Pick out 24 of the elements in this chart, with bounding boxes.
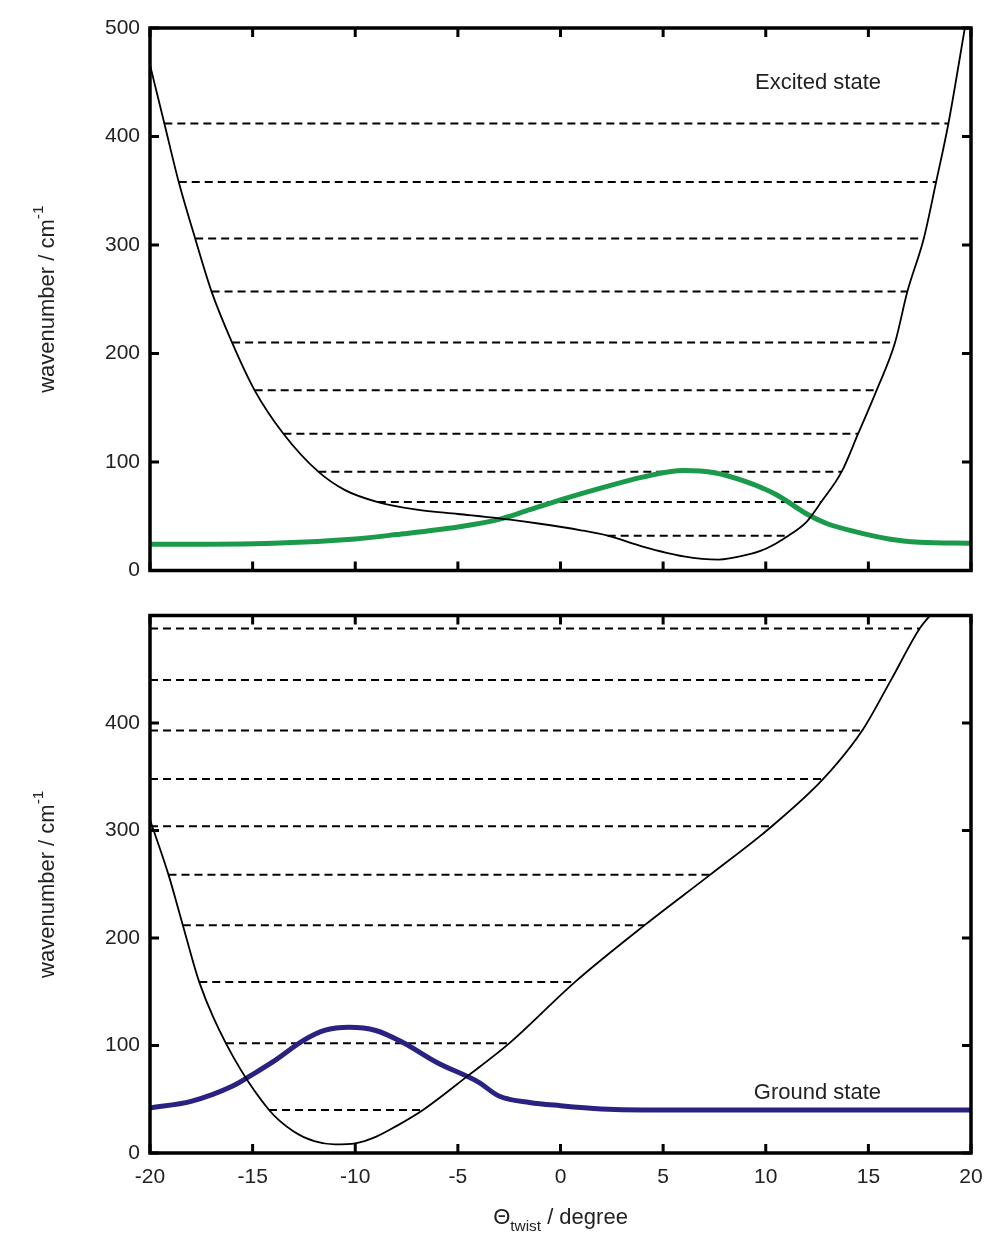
x-tick-label: 15: [856, 1164, 881, 1188]
y-tick-label: 0: [128, 1139, 140, 1163]
x-tick-label: -20: [134, 1164, 166, 1188]
x-tick-label: 10: [754, 1164, 778, 1188]
y-tick-label: 200: [104, 924, 140, 948]
x-tick-label: -10: [340, 1164, 371, 1188]
y-tick-label: 400: [104, 709, 140, 733]
y-tick-label: 0: [128, 557, 140, 581]
y-axis-title: wavenumber / cm-1: [29, 790, 60, 979]
annotation: Excited state: [755, 69, 881, 95]
x-tick-label: -15: [237, 1164, 268, 1188]
y-tick-label: 200: [104, 340, 140, 364]
x-tick-label: 5: [657, 1164, 669, 1188]
annotation: Ground state: [753, 1079, 881, 1105]
y-tick-label: 300: [104, 231, 140, 255]
x-tick-label: -5: [448, 1164, 468, 1188]
y-tick-label: 300: [104, 817, 140, 841]
y-tick-label: 100: [104, 448, 140, 472]
x-tick-label: 20: [959, 1164, 983, 1188]
y-axis-title: wavenumber / cm-1: [29, 205, 60, 394]
y-tick-label: 500: [104, 14, 140, 38]
x-tick-label: 0: [554, 1164, 567, 1188]
y-tick-label: 400: [104, 123, 140, 147]
y-tick-label: 100: [104, 1032, 140, 1056]
